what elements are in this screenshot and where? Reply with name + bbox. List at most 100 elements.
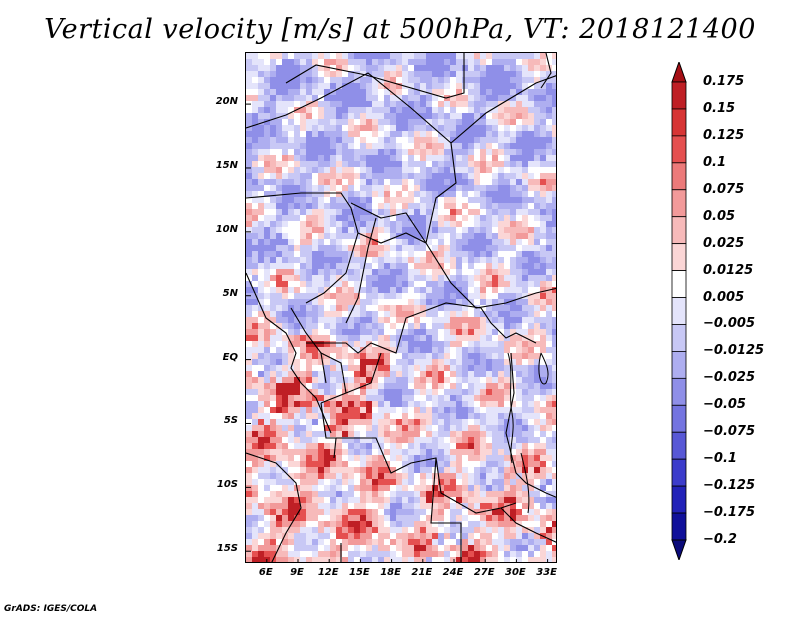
field-cell: [264, 113, 270, 119]
field-cell: [378, 293, 384, 299]
field-cell: [348, 425, 354, 431]
field-cell: [396, 551, 402, 557]
field-cell: [288, 419, 294, 425]
field-cell: [546, 551, 552, 557]
field-cell: [456, 431, 462, 437]
field-cell: [438, 245, 444, 251]
field-cell: [252, 437, 258, 443]
grads-credit: GrADS: IGES/COLA: [4, 604, 98, 614]
field-cell: [426, 287, 432, 293]
field-cell: [246, 389, 252, 395]
field-cell: [534, 107, 540, 113]
field-cell: [384, 155, 390, 161]
field-cell: [354, 503, 360, 509]
field-cell: [534, 503, 540, 509]
field-cell: [282, 209, 288, 215]
field-cell: [408, 203, 414, 209]
field-cell: [318, 425, 324, 431]
field-cell: [504, 401, 510, 407]
field-cell: [474, 293, 480, 299]
field-cell: [312, 227, 318, 233]
field-cell: [360, 371, 366, 377]
field-cell: [540, 275, 546, 281]
field-cell: [474, 353, 480, 359]
field-cell: [450, 59, 456, 65]
field-cell: [396, 137, 402, 143]
field-cell: [270, 551, 276, 557]
field-cell: [246, 539, 252, 545]
field-cell: [396, 101, 402, 107]
field-cell: [384, 431, 390, 437]
field-cell: [522, 227, 528, 233]
field-cell: [294, 443, 300, 449]
field-cell: [468, 365, 474, 371]
field-cell: [312, 149, 318, 155]
field-cell: [444, 269, 450, 275]
field-cell: [552, 335, 556, 341]
field-cell: [540, 299, 546, 305]
field-cell: [462, 167, 468, 173]
field-cell: [270, 521, 276, 527]
field-cell: [288, 107, 294, 113]
field-cell: [504, 371, 510, 377]
colorbar-label: −0.2: [703, 532, 737, 547]
field-cell: [378, 515, 384, 521]
field-cell: [540, 107, 546, 113]
field-cell: [552, 107, 556, 113]
field-cell: [282, 527, 288, 533]
field-cell: [552, 431, 556, 437]
field-cell: [390, 77, 396, 83]
field-cell: [336, 551, 342, 557]
field-cell: [504, 389, 510, 395]
field-cell: [486, 311, 492, 317]
field-cell: [528, 449, 534, 455]
field-cell: [330, 185, 336, 191]
field-cell: [432, 101, 438, 107]
field-cell: [318, 347, 324, 353]
field-cell: [276, 251, 282, 257]
field-cell: [390, 197, 396, 203]
field-cell: [426, 407, 432, 413]
field-cell: [468, 131, 474, 137]
field-cell: [318, 149, 324, 155]
field-cell: [426, 209, 432, 215]
field-cell: [258, 197, 264, 203]
field-cell: [474, 263, 480, 269]
field-cell: [318, 461, 324, 467]
field-cell: [534, 143, 540, 149]
field-cell: [522, 161, 528, 167]
field-cell: [504, 167, 510, 173]
field-cell: [324, 311, 330, 317]
field-cell: [492, 329, 498, 335]
field-cell: [486, 341, 492, 347]
field-cell: [546, 533, 552, 539]
field-cell: [528, 263, 534, 269]
field-cell: [498, 155, 504, 161]
field-cell: [246, 443, 252, 449]
field-cell: [540, 125, 546, 131]
field-cell: [504, 173, 510, 179]
field-cell: [450, 101, 456, 107]
field-cell: [246, 515, 252, 521]
field-cell: [384, 371, 390, 377]
field-cell: [420, 131, 426, 137]
field-cell: [258, 191, 264, 197]
field-cell: [378, 197, 384, 203]
field-cell: [252, 167, 258, 173]
field-cell: [474, 341, 480, 347]
field-cell: [480, 179, 486, 185]
field-cell: [546, 467, 552, 473]
field-cell: [408, 521, 414, 527]
field-cell: [312, 431, 318, 437]
field-cell: [258, 77, 264, 83]
field-cell: [492, 359, 498, 365]
field-cell: [294, 317, 300, 323]
field-cell: [354, 485, 360, 491]
field-cell: [552, 503, 556, 509]
field-cell: [282, 461, 288, 467]
field-cell: [402, 215, 408, 221]
field-cell: [348, 227, 354, 233]
field-cell: [396, 491, 402, 497]
field-cell: [330, 407, 336, 413]
field-cell: [246, 263, 252, 269]
